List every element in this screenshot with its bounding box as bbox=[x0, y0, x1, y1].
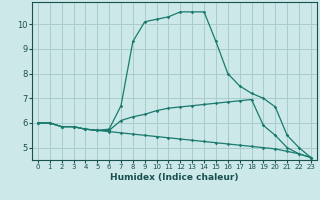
X-axis label: Humidex (Indice chaleur): Humidex (Indice chaleur) bbox=[110, 173, 239, 182]
